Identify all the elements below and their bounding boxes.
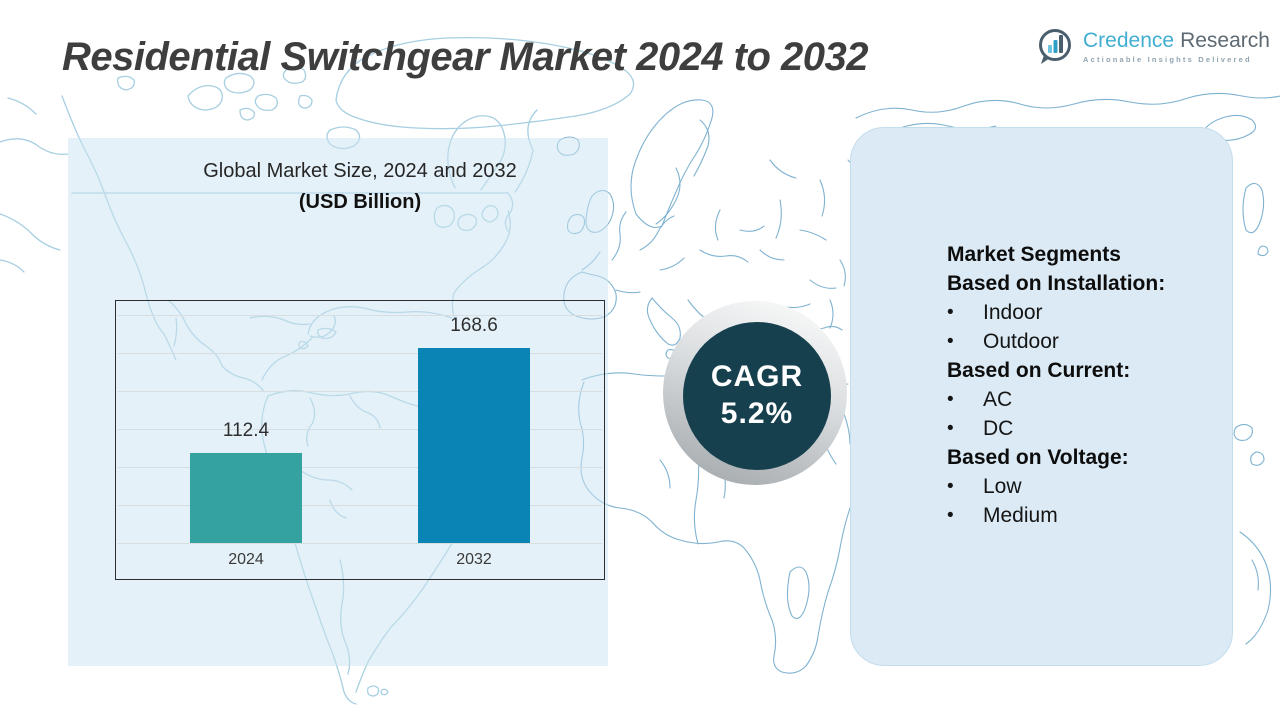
segment-item-label: Indoor <box>983 301 1043 324</box>
bullet-icon: • <box>947 418 954 439</box>
category-label-2024: 2024 <box>228 551 264 568</box>
bar-2024 <box>190 453 302 543</box>
bullet-icon: • <box>947 476 954 497</box>
segment-heading-voltage: Based on Voltage: <box>947 446 1129 469</box>
logo-text: Credence Research Actionable Insights De… <box>1083 29 1270 64</box>
segment-item-outdoor: • Outdoor <box>947 327 1227 356</box>
segment-heading-installation: Based on Installation: <box>947 272 1166 295</box>
logo-name-secondary: Research <box>1180 28 1270 52</box>
logo-name: Credence Research <box>1083 29 1270 52</box>
segment-item-label: DC <box>983 417 1014 440</box>
segment-item-dc: • DC <box>947 414 1227 443</box>
market-segments-list: Market Segments Based on Installation: •… <box>947 240 1227 530</box>
bar-2032 <box>418 348 530 543</box>
cagr-label: CAGR <box>710 360 804 393</box>
bullet-icon: • <box>947 331 954 352</box>
logo-name-primary: Credence <box>1083 28 1175 52</box>
segment-item-label: Low <box>983 475 1022 498</box>
category-label-2032: 2032 <box>456 551 492 568</box>
bar-value-label: 168.6 <box>450 315 498 336</box>
logo-tagline: Actionable Insights Delivered <box>1083 54 1252 64</box>
segment-item-ac: • AC <box>947 385 1227 414</box>
segments-panel <box>850 127 1233 666</box>
chart-title: Global Market Size, 2024 and 2032 <box>203 160 517 182</box>
segment-item-low: • Low <box>947 472 1227 501</box>
bar-value-label: 112.4 <box>222 420 270 441</box>
segment-item-medium: • Medium <box>947 501 1227 530</box>
segment-item-label: Outdoor <box>983 330 1059 353</box>
bar-group-2032: 168.6 <box>418 315 530 543</box>
bar-chart-bubble-icon <box>1039 29 1071 64</box>
segment-item-label: AC <box>983 388 1013 411</box>
page-title: Residential Switchgear Market 2024 to 20… <box>62 34 869 79</box>
chart-plot-area: 112.4 168.6 2024 2032 <box>116 301 604 579</box>
bullet-icon: • <box>947 389 954 410</box>
bar-chart: 112.4 168.6 2024 2032 <box>115 300 605 580</box>
cagr-value: 5.2% <box>720 397 794 430</box>
cagr-badge: CAGR 5.2% <box>683 322 831 470</box>
segment-item-label: Medium <box>983 504 1058 527</box>
credence-research-logo: Credence Research Actionable Insights De… <box>1035 26 1270 66</box>
segments-title: Market Segments <box>947 243 1121 266</box>
segment-item-indoor: • Indoor <box>947 298 1227 327</box>
bullet-icon: • <box>947 302 954 323</box>
segment-heading-current: Based on Current: <box>947 359 1131 382</box>
bar-group-2024: 112.4 <box>190 420 302 543</box>
chart-subtitle: (USD Billion) <box>298 191 422 213</box>
bullet-icon: • <box>947 505 954 526</box>
